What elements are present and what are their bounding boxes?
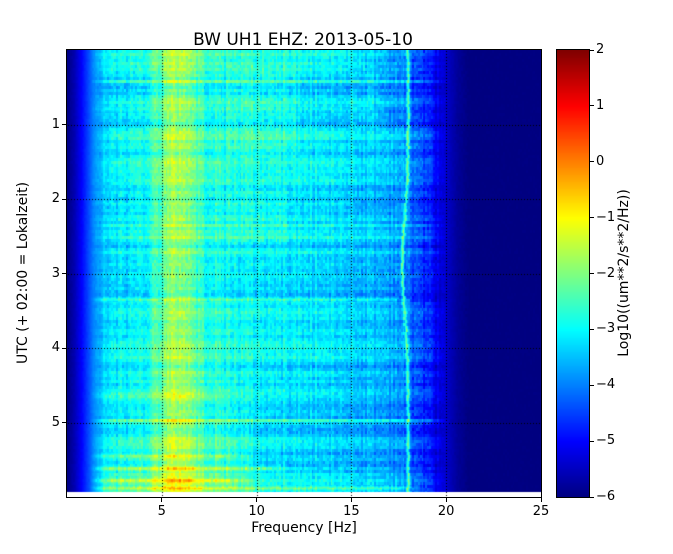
colorbar-tick-label: −2 — [596, 265, 616, 281]
x-tick-mark — [445, 498, 447, 502]
colorbar-tick-label: −5 — [596, 433, 616, 449]
colorbar-gradient-canvas — [557, 50, 589, 497]
colorbar-tick-mark — [590, 496, 594, 498]
y-tick-label: 2 — [51, 191, 60, 206]
colorbar-tick-mark — [590, 217, 594, 219]
y-tick-mark — [62, 198, 66, 200]
colorbar-tick-mark — [590, 105, 594, 107]
colorbar-tick-mark — [590, 161, 594, 163]
colorbar-tick-label: 0 — [596, 153, 605, 169]
colorbar-tick-label: −6 — [596, 489, 616, 504]
x-tick-mark — [256, 498, 258, 502]
x-tick-mark — [350, 498, 352, 502]
colorbar-tick-label: −3 — [596, 321, 616, 337]
y-tick-label: 4 — [51, 340, 60, 355]
colorbar — [556, 49, 590, 498]
y-tick-mark — [62, 273, 66, 274]
x-tick-label: 10 — [248, 504, 265, 519]
colorbar-tick-label: 1 — [596, 97, 605, 113]
colorbar-tick-mark — [590, 384, 594, 386]
colorbar-tick-mark — [590, 440, 594, 442]
x-tick-mark — [540, 498, 542, 502]
colorbar-tick-label: 2 — [596, 42, 605, 57]
colorbar-tick-mark — [590, 49, 594, 51]
colorbar-tick-mark — [590, 328, 594, 330]
spectrogram-canvas — [67, 50, 541, 497]
chart-title: BW UH1 EHZ: 2013-05-10 — [193, 30, 413, 50]
y-tick-mark — [62, 347, 66, 349]
y-tick-label: 3 — [51, 265, 60, 281]
colorbar-tick-label: −1 — [596, 209, 616, 225]
y-tick-mark — [62, 124, 66, 125]
x-tick-mark — [161, 498, 163, 502]
x-axis-label: Frequency [Hz] — [251, 520, 357, 536]
colorbar-tick-label: −4 — [596, 377, 616, 393]
x-tick-label: 15 — [343, 504, 360, 519]
x-tick-label: 5 — [157, 504, 166, 519]
y-tick-mark — [62, 422, 66, 423]
plot-area — [66, 49, 542, 498]
x-tick-label: 20 — [437, 504, 455, 519]
x-tick-label: 25 — [532, 504, 550, 519]
colorbar-tick-mark — [590, 273, 594, 274]
y-tick-label: 1 — [51, 116, 60, 132]
y-tick-label: 5 — [51, 414, 60, 430]
